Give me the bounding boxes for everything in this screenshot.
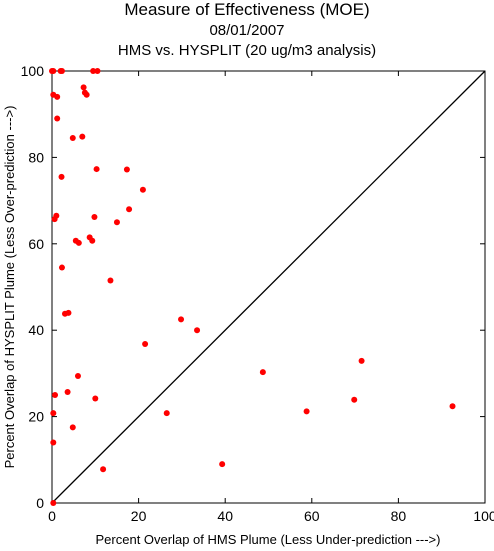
data-point <box>92 395 99 402</box>
data-point <box>90 68 97 74</box>
data-point <box>113 219 120 226</box>
data-point <box>94 68 101 74</box>
data-point <box>142 341 149 348</box>
data-point <box>50 68 57 74</box>
y-axis-label: Percent Overlap of HYSPLIT Plume (Less O… <box>2 106 17 469</box>
y-tick-label: 0 <box>36 495 44 511</box>
data-point <box>107 277 114 284</box>
data-point <box>163 410 170 417</box>
data-point <box>80 84 87 91</box>
x-tick-label: 0 <box>48 508 56 524</box>
x-tick-label: 20 <box>131 508 147 524</box>
data-point <box>358 357 365 364</box>
y-tick-label: 60 <box>28 236 44 252</box>
data-point <box>79 133 86 140</box>
data-point <box>93 166 100 173</box>
data-point <box>449 403 456 410</box>
one-to-one-reference-line <box>51 70 486 504</box>
data-point <box>50 410 57 417</box>
x-tick-label: 40 <box>217 508 233 524</box>
data-point <box>123 166 130 173</box>
data-point <box>178 316 185 323</box>
data-point <box>54 93 61 100</box>
y-tick-label: 20 <box>28 409 44 425</box>
data-point <box>51 216 58 223</box>
data-point <box>69 424 76 431</box>
data-point <box>194 327 201 334</box>
chart-date: 08/01/2007 <box>209 22 285 39</box>
x-tick-label: 100 <box>473 508 494 524</box>
y-tick-label: 100 <box>21 63 45 79</box>
axis-ticks: 0 20 40 60 80 100 0 20 40 60 80 100 <box>21 63 494 524</box>
chart-title: Measure of Effectiveness (MOE) <box>124 0 370 19</box>
data-point <box>219 461 226 468</box>
data-point <box>58 264 65 271</box>
data-point <box>64 388 71 395</box>
data-point <box>54 115 61 122</box>
data-point <box>50 500 57 506</box>
x-tick-label: 60 <box>304 508 320 524</box>
data-point <box>91 214 98 221</box>
plot-frame <box>51 70 486 504</box>
y-tick-label: 80 <box>28 149 44 165</box>
data-point <box>50 439 57 446</box>
y-tick-label: 40 <box>28 322 44 338</box>
x-axis-label: Percent Overlap of HMS Plume (Less Under… <box>96 532 441 547</box>
chart-subtitle: HMS vs. HYSPLIT (20 ug/m3 analysis) <box>117 42 377 59</box>
data-point <box>259 369 266 376</box>
data-point <box>65 309 72 316</box>
data-point <box>89 237 96 244</box>
data-point <box>58 68 65 74</box>
data-point <box>74 372 81 379</box>
x-tick-label: 80 <box>391 508 407 524</box>
data-point <box>83 91 90 98</box>
data-point <box>351 396 358 403</box>
data-point <box>75 239 82 246</box>
data-point <box>303 408 310 415</box>
data-point <box>100 466 107 473</box>
data-point <box>126 206 133 213</box>
data-point <box>69 134 76 141</box>
data-point <box>58 173 65 180</box>
data-point <box>52 392 59 398</box>
data-point <box>139 186 146 193</box>
data-points <box>49 68 456 506</box>
